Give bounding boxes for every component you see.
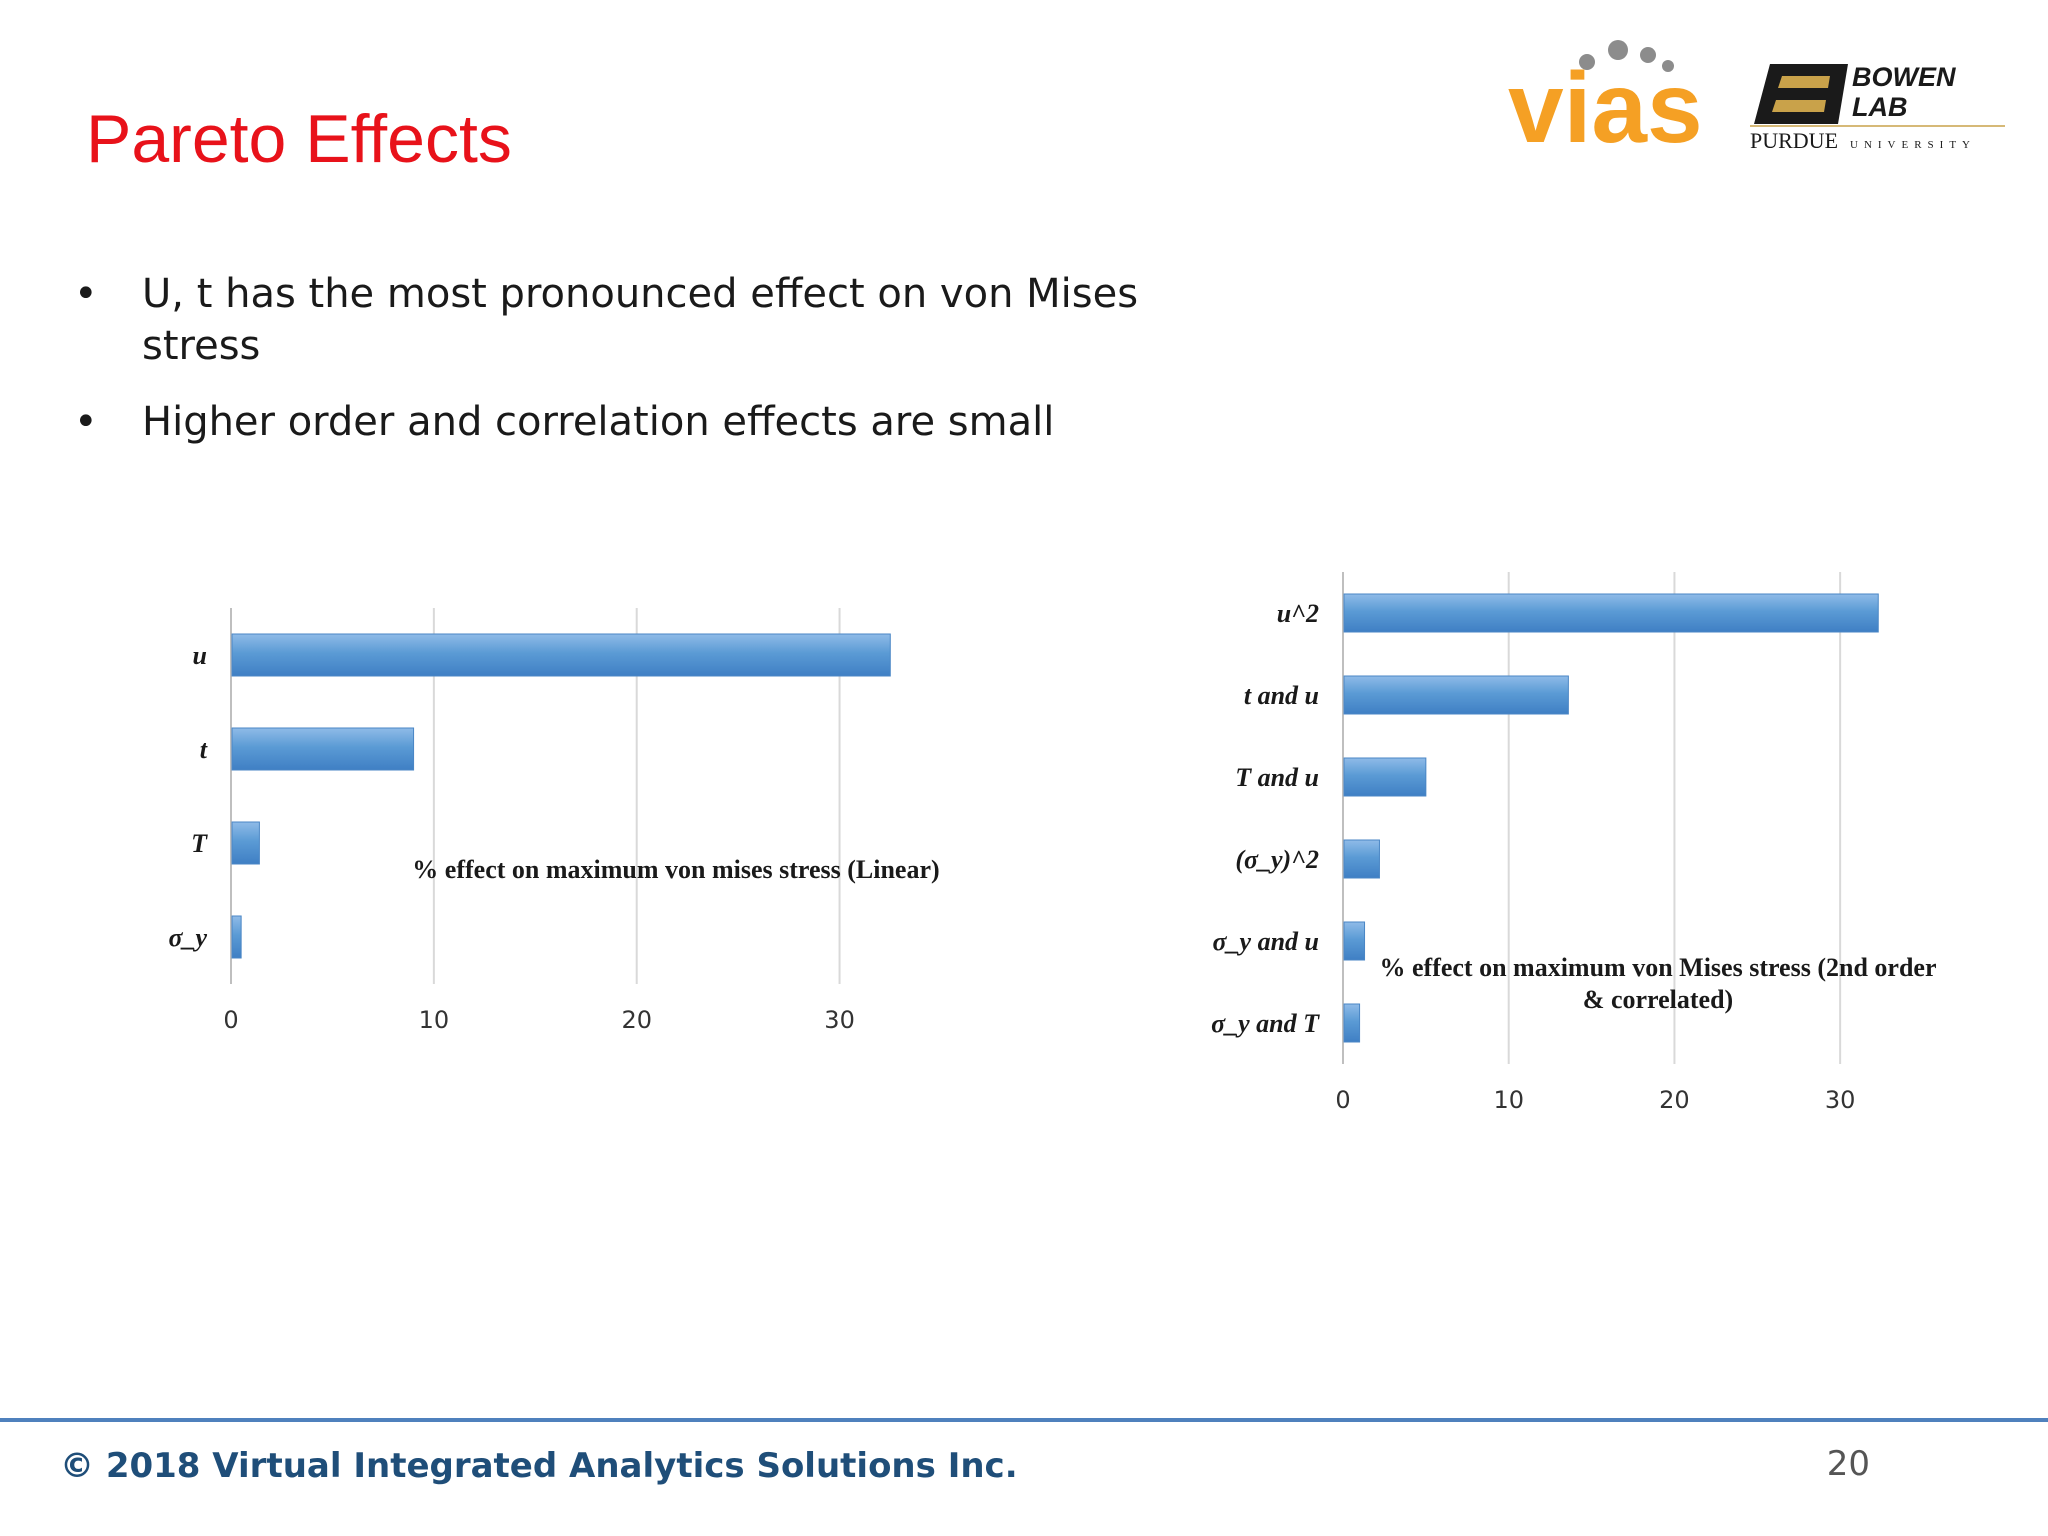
tick-label: 0 — [1335, 1086, 1350, 1114]
bullet-list: • U, t has the most pronounced effect on… — [70, 268, 1170, 472]
vias-logo: vias — [1508, 40, 1703, 164]
category-label: t and u — [1244, 681, 1319, 710]
bar — [1343, 593, 1879, 633]
bullet-icon: • — [74, 399, 98, 445]
chart-title: % effect on maximum von Mises stress (2n… — [1380, 953, 1937, 982]
tick-label: 10 — [419, 1006, 450, 1034]
category-label: T — [191, 829, 208, 858]
bar — [1343, 839, 1380, 879]
second-order-effects-chart: u^2 t and u T and u (σ_y)^2 σ_y and u σ_y and… — [1211, 572, 1937, 1114]
block-b-icon — [1754, 64, 1848, 124]
logos: vias BOWEN LAB PURDUE UNIVERSITY — [1508, 40, 2005, 164]
bullet-text: Higher order and correlation effects are… — [142, 399, 1055, 445]
vias-logo-text: vias — [1508, 52, 1703, 164]
bar — [1343, 675, 1569, 715]
chart-title: % effect on maximum von mises stress (Li… — [412, 855, 939, 884]
bullet-icon: • — [74, 271, 98, 317]
purdue-text: PURDUE — [1750, 128, 1838, 153]
bar — [231, 915, 242, 959]
linear-effects-chart: u t Tσ_y 0 10 20 30 % effect on maximum von mis… — [168, 608, 940, 1034]
bullet-text: U, t has the most pronounced effect on v… — [142, 271, 1139, 369]
category-label: T and u — [1235, 763, 1319, 792]
bowen-text: BOWEN — [1852, 62, 1956, 92]
bar — [1343, 921, 1366, 961]
footer-copyright: © 2018 Virtual Integrated Analytics Solu… — [60, 1446, 1018, 1486]
category-label: σ_y and u — [1213, 927, 1319, 956]
vias-dot-icon — [1579, 54, 1595, 70]
bullet-item: • U, t has the most pronounced effect on… — [70, 268, 1170, 372]
bar — [231, 727, 415, 771]
bar — [231, 821, 260, 865]
category-label: t — [200, 735, 208, 764]
tick-label: 10 — [1493, 1086, 1524, 1114]
vias-dot-icon — [1662, 60, 1674, 72]
category-label: u — [193, 641, 207, 670]
vias-dot-icon — [1608, 40, 1628, 60]
bar — [231, 633, 891, 677]
tick-label: 0 — [223, 1006, 238, 1034]
tick-label: 30 — [824, 1006, 855, 1034]
bowen-lab-logo: BOWEN LAB PURDUE UNIVERSITY — [1750, 62, 2005, 153]
category-label: u^2 — [1277, 599, 1319, 628]
tick-label: 20 — [1659, 1086, 1690, 1114]
university-text: UNIVERSITY — [1850, 139, 1976, 151]
category-label: σ_y — [168, 923, 207, 952]
tick-label: 20 — [621, 1006, 652, 1034]
vias-dot-icon — [1640, 47, 1656, 63]
bar — [1343, 757, 1427, 797]
slide-title: Pareto Effects — [86, 101, 512, 177]
tick-label: 30 — [1825, 1086, 1856, 1114]
category-label: σ_y and T — [1211, 1009, 1320, 1038]
category-label: (σ_y)^2 — [1235, 845, 1319, 874]
chart-title: & correlated) — [1583, 985, 1733, 1014]
bar — [1343, 1003, 1361, 1043]
page-number: 20 — [1826, 1444, 1870, 1484]
lab-text: LAB — [1852, 92, 1908, 122]
footer-divider — [0, 1418, 2048, 1422]
bullet-item: • Higher order and correlation effects a… — [70, 396, 1170, 448]
